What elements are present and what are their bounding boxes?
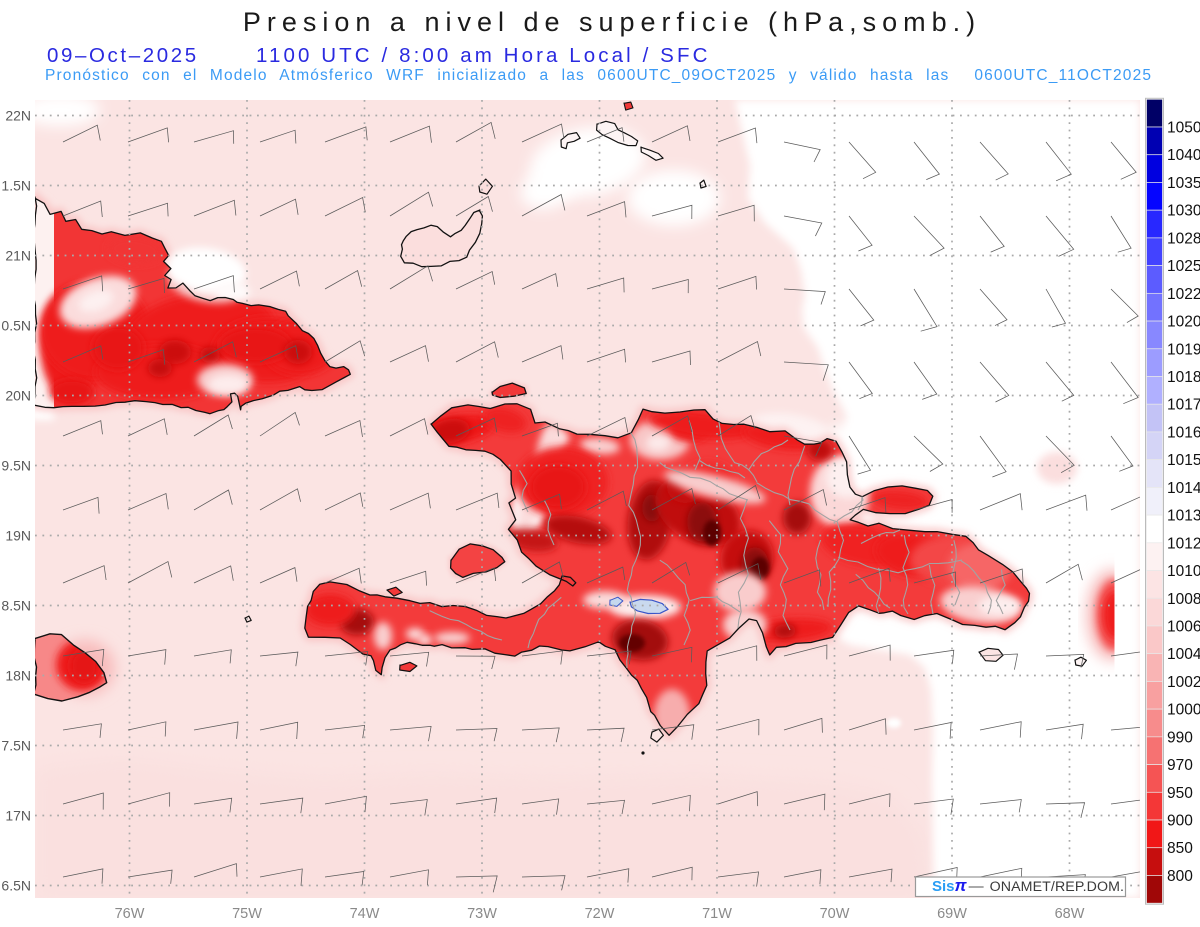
svg-text:970: 970 (1167, 757, 1193, 774)
svg-text:1020: 1020 (1167, 314, 1200, 331)
svg-text:20N: 20N (5, 388, 31, 404)
svg-text:22N: 22N (5, 108, 31, 124)
svg-text:1040: 1040 (1167, 147, 1200, 164)
svg-text:19N: 19N (5, 528, 31, 544)
svg-text:6.5N: 6.5N (1, 878, 31, 894)
svg-text:1028: 1028 (1167, 230, 1200, 247)
svg-text:850: 850 (1167, 840, 1193, 857)
svg-text:800: 800 (1167, 868, 1193, 885)
svg-text:1004: 1004 (1167, 646, 1200, 663)
svg-text:9.5N: 9.5N (1, 458, 31, 474)
svg-text:18N: 18N (5, 668, 31, 684)
svg-text:990: 990 (1167, 729, 1193, 746)
svg-text:1000: 1000 (1167, 702, 1200, 719)
svg-text:1008: 1008 (1167, 591, 1200, 608)
svg-text:1035: 1035 (1167, 175, 1200, 192)
svg-text:Pronóstico con el Modelo Atmós: Pronóstico con el Modelo Atmósferico WRF… (45, 67, 1152, 84)
svg-text:1016: 1016 (1167, 424, 1200, 441)
svg-text:1025: 1025 (1167, 258, 1200, 275)
svg-text:1010: 1010 (1167, 563, 1200, 580)
svg-text:72W: 72W (585, 906, 615, 922)
svg-text:68W: 68W (1055, 906, 1085, 922)
svg-text:70W: 70W (820, 906, 850, 922)
svg-text:1050: 1050 (1167, 120, 1200, 137)
svg-text:1006: 1006 (1167, 619, 1200, 636)
svg-text:1012: 1012 (1167, 535, 1200, 552)
svg-text:8.5N: 8.5N (1, 598, 31, 614)
svg-text:1018: 1018 (1167, 369, 1200, 386)
svg-text:Sisπ—ONAMET/REP.DOM.: Sisπ — ONAMET/REP.DOM. (932, 876, 1124, 895)
svg-text:950: 950 (1167, 785, 1193, 802)
svg-text:1002: 1002 (1167, 674, 1200, 691)
svg-text:73W: 73W (467, 906, 497, 922)
svg-text:1019: 1019 (1167, 341, 1200, 358)
svg-text:Presion a nivel de superficie: Presion a nivel de superficie (hPa,somb.… (243, 7, 981, 37)
svg-text:09–Oct–2025: 09–Oct–2025 (47, 44, 199, 67)
svg-text:1014: 1014 (1167, 480, 1200, 497)
svg-text:74W: 74W (350, 906, 380, 922)
svg-text:1100 UTC / 8:00 am Hora Local: 1100 UTC / 8:00 am Hora Local / SFC (256, 44, 711, 67)
svg-text:1022: 1022 (1167, 286, 1200, 303)
svg-text:900: 900 (1167, 813, 1193, 830)
svg-text:75W: 75W (232, 906, 262, 922)
svg-text:1030: 1030 (1167, 203, 1200, 220)
svg-text:1013: 1013 (1167, 508, 1200, 525)
svg-text:69W: 69W (937, 906, 967, 922)
svg-text:7.5N: 7.5N (1, 738, 31, 754)
svg-text:1017: 1017 (1167, 397, 1200, 414)
svg-text:71W: 71W (702, 906, 732, 922)
svg-text:1.5N: 1.5N (1, 178, 31, 194)
svg-text:0.5N: 0.5N (1, 318, 31, 334)
svg-text:21N: 21N (5, 248, 31, 264)
svg-text:17N: 17N (5, 808, 31, 824)
svg-text:76W: 76W (115, 906, 145, 922)
svg-text:1015: 1015 (1167, 452, 1200, 469)
